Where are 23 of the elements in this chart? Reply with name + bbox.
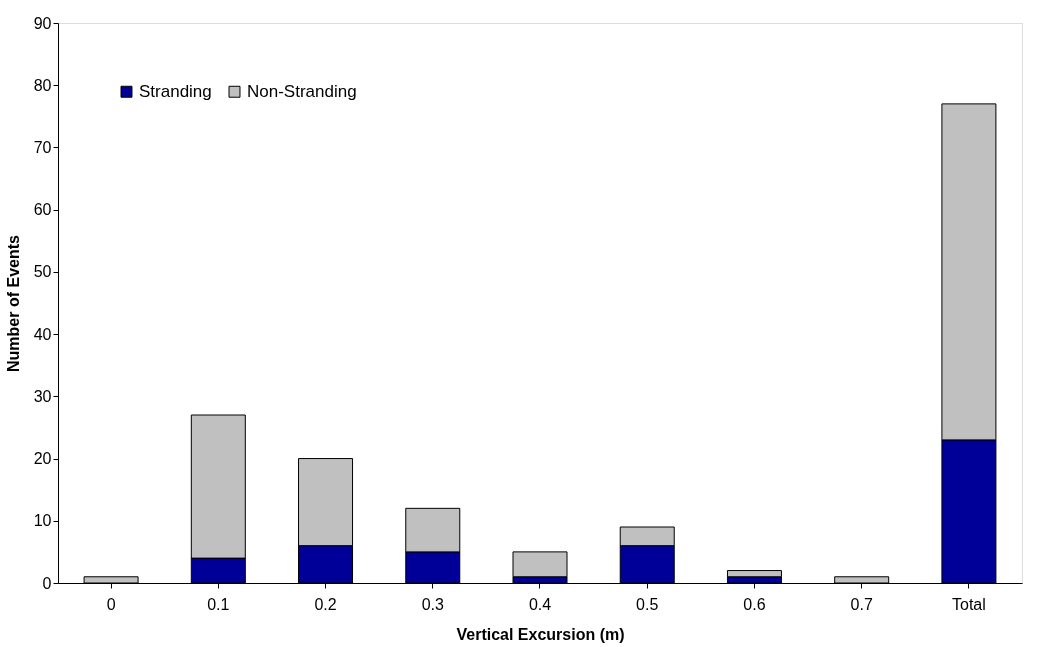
y-tick-label: 40 xyxy=(33,325,52,343)
x-axis-title: Vertical Excursion (m) xyxy=(456,625,625,643)
legend-label: Non-Stranding xyxy=(247,81,357,101)
y-tick-label: 0 xyxy=(42,574,52,592)
y-tick-label: 60 xyxy=(33,201,52,219)
y-tick-label: 90 xyxy=(33,14,52,32)
y-tick-label: 20 xyxy=(33,450,52,468)
x-tick-label: 0.4 xyxy=(528,595,552,613)
x-tick-label: Total xyxy=(952,595,986,613)
y-tick-label: 50 xyxy=(33,263,52,281)
y-axis-title: Number of Events xyxy=(4,234,22,372)
x-tick-label: 0.2 xyxy=(314,595,337,613)
x-tick-label: 0 xyxy=(106,595,116,613)
x-tick-label: 0.1 xyxy=(207,595,230,613)
x-tick-label: 0.3 xyxy=(421,595,444,613)
y-tick-label: 70 xyxy=(33,138,52,156)
legend-label: Stranding xyxy=(139,81,212,101)
x-tick-label: 0.6 xyxy=(743,595,766,613)
x-tick-label: 0.7 xyxy=(850,595,873,613)
y-tick-label: 10 xyxy=(33,512,52,530)
y-tick-label: 30 xyxy=(33,387,52,405)
y-tick-label: 80 xyxy=(33,76,52,94)
x-tick-label: 0.5 xyxy=(636,595,659,613)
